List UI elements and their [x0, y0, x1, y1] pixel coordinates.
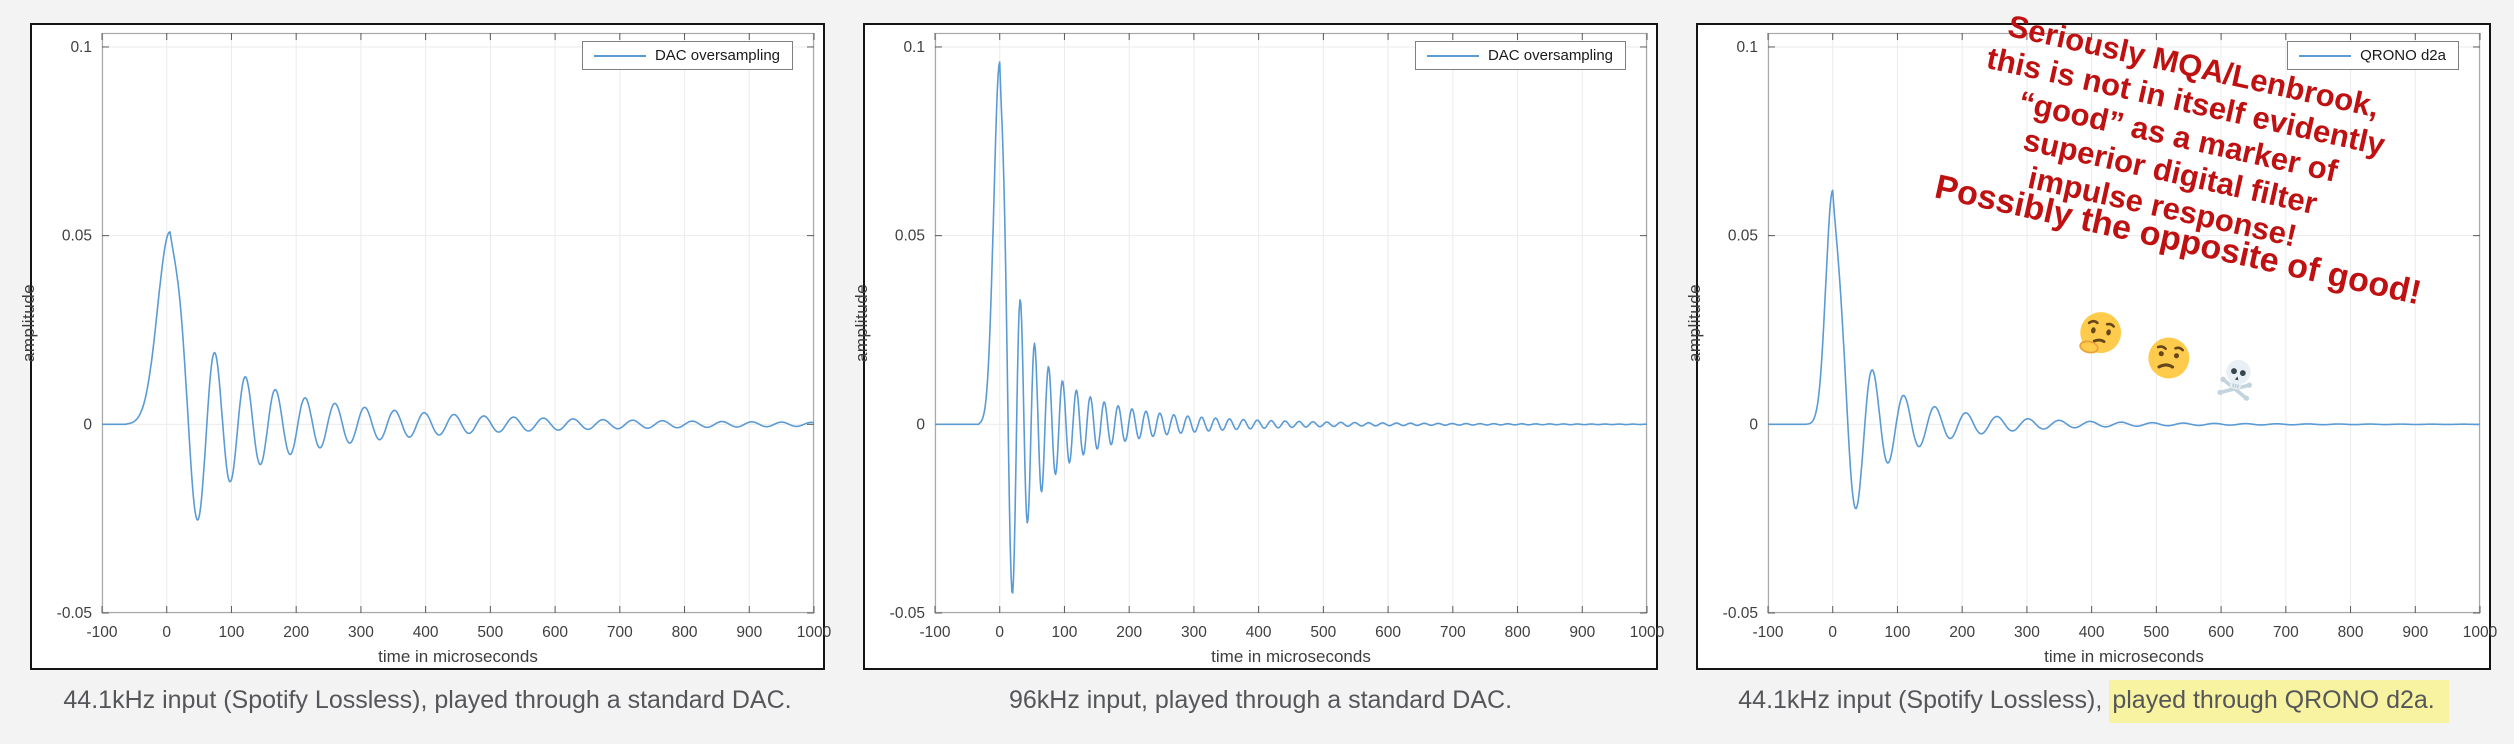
x-tick-label: 500: [1310, 624, 1336, 641]
x-tick-label: 900: [2402, 624, 2428, 641]
x-tick-label: 1000: [1630, 624, 1665, 641]
x-tick-label: -100: [919, 624, 950, 641]
legend-line-sample: [593, 54, 646, 57]
axes-border: [934, 32, 1648, 614]
x-tick-label: -100: [86, 624, 117, 641]
axes-border: [101, 32, 815, 614]
x-tick-label: 100: [1885, 624, 1911, 641]
x-tick-label: 0: [1828, 624, 1837, 641]
legend-line-sample: [2299, 54, 2352, 57]
x-tick-label: 100: [219, 624, 245, 641]
impulse-plot: -100 0 100 200 300 400 500 600 700 800 900 1000 0.1 0…: [890, 32, 1665, 641]
x-tick-label: 700: [2273, 624, 2299, 641]
panel-column-standard-dac-44k: -100 0 100 200 300 400 500 600 700 800 900 1000 0.1 0…: [19, 23, 832, 715]
figure-standard-dac-44k: -100 0 100 200 300 400 500 600 700 800 900 1000 0.1 0…: [19, 23, 832, 670]
y-axis-label: amplitude: [852, 283, 871, 363]
x-tick-label: 900: [736, 624, 762, 641]
caption-highlight: played through QRONO d2a.: [2109, 680, 2449, 723]
x-tick-label: 200: [1949, 624, 1975, 641]
x-tick-label: 600: [542, 624, 568, 641]
y-tick-label: 0: [916, 416, 925, 433]
x-tick-label: 200: [1116, 624, 1142, 641]
skull-and-crossbones-emoji: [2217, 359, 2252, 401]
caption-text: 44.1kHz input (Spotify Lossless), played…: [63, 686, 792, 714]
x-axis-label: time in microseconds: [2044, 647, 2204, 666]
x-tick-label: 800: [1505, 624, 1531, 641]
unamused-face-emoji: [2148, 337, 2190, 379]
y-tick-label: 0: [1749, 416, 1758, 433]
x-tick-label: 900: [1569, 624, 1595, 641]
y-tick-label: 0.05: [1728, 228, 1758, 245]
x-tick-label: 500: [2143, 624, 2169, 641]
x-tick-label: 300: [2014, 624, 2040, 641]
impulse-response-curve: [102, 231, 815, 521]
x-tick-label: 0: [162, 624, 171, 641]
x-tick-label: 600: [2208, 624, 2234, 641]
x-tick-label: 600: [1375, 624, 1401, 641]
x-tick-label: 300: [348, 624, 374, 641]
y-tick-label: 0.1: [903, 39, 925, 56]
panel-column-qrono-d2a: -100 0 100 200 300 400 500 600 700 800 900 1000 0.1 0…: [1685, 8, 2498, 723]
impulse-plot: -100 0 100 200 300 400 500 600 700 800 900 1000 0.1 0…: [1723, 32, 2498, 641]
x-tick-label: 400: [2079, 624, 2105, 641]
axes-border: [1767, 32, 2481, 614]
y-tick-label: 0: [83, 416, 92, 433]
x-tick-label: 1000: [797, 624, 832, 641]
x-tick-label: 800: [2338, 624, 2364, 641]
y-tick-label: 0.05: [895, 228, 925, 245]
impulse-plot: -100 0 100 200 300 400 500 600 700 800 900 1000 0.1 0…: [57, 32, 832, 641]
caption-qrono-d2a: 44.1kHz input (Spotify Lossless), played …: [1696, 680, 2491, 723]
x-tick-label: 400: [1246, 624, 1272, 641]
x-tick-label: 1000: [2463, 624, 2498, 641]
impulse-response-curve: [935, 61, 1648, 594]
legend-label: QRONO d2a: [2360, 47, 2446, 64]
y-tick-label: 0.1: [70, 39, 92, 56]
legend-box: DAC oversampling: [1414, 41, 1626, 70]
caption-standard-dac-96k: 96kHz input, played through a standard D…: [863, 686, 1658, 715]
caption-text: 44.1kHz input (Spotify Lossless),: [1738, 686, 2103, 714]
legend-line-sample: [1426, 54, 1479, 57]
y-axis-label: amplitude: [19, 283, 38, 363]
x-tick-label: 500: [477, 624, 503, 641]
x-tick-label: 700: [1440, 624, 1466, 641]
x-tick-label: 100: [1052, 624, 1078, 641]
x-tick-label: 700: [607, 624, 633, 641]
x-axis-label: time in microseconds: [378, 647, 538, 666]
legend-box: DAC oversampling: [581, 41, 793, 70]
caption-text: 96kHz input, played through a standard D…: [1008, 686, 1513, 714]
figure-standard-dac-96k: -100 0 100 200 300 400 500 600 700 800 900 1000 0.1 0…: [852, 23, 1665, 670]
figure-qrono-d2a: -100 0 100 200 300 400 500 600 700 800 900 1000 0.1 0…: [1685, 8, 2498, 670]
x-tick-label: 0: [995, 624, 1004, 641]
caption-standard-dac-44k: 44.1kHz input (Spotify Lossless), played…: [30, 686, 825, 715]
legend-label: DAC oversampling: [654, 47, 780, 64]
x-axis-label: time in microseconds: [1211, 647, 1371, 666]
y-tick-label: -0.05: [890, 605, 925, 622]
y-axis-label: amplitude: [1685, 283, 1704, 363]
y-tick-label: -0.05: [1723, 605, 1758, 622]
x-tick-label: 300: [1181, 624, 1207, 641]
y-tick-label: 0.05: [62, 228, 92, 245]
x-tick-label: -100: [1752, 624, 1783, 641]
thinking-face-emoji: [2079, 312, 2122, 354]
impulse-response-curve: [1768, 189, 2480, 510]
y-tick-label: 0.1: [1736, 39, 1758, 56]
legend-label: DAC oversampling: [1487, 47, 1613, 64]
x-tick-label: 800: [672, 624, 698, 641]
x-tick-label: 200: [283, 624, 309, 641]
x-tick-label: 400: [413, 624, 439, 641]
legend-box: QRONO d2a: [2287, 41, 2459, 70]
y-tick-label: -0.05: [57, 605, 92, 622]
panel-column-standard-dac-96k: -100 0 100 200 300 400 500 600 700 800 900 1000 0.1 0…: [852, 23, 1665, 715]
emoji-row: [2073, 305, 2267, 401]
